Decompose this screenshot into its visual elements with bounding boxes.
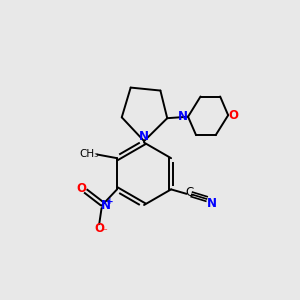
Text: +: +	[106, 197, 114, 206]
Text: C: C	[185, 186, 194, 199]
Text: N: N	[207, 197, 217, 210]
Text: N: N	[178, 110, 188, 123]
Text: O: O	[76, 182, 86, 195]
Text: O: O	[94, 222, 104, 236]
Text: O: O	[229, 109, 238, 122]
Text: CH₃: CH₃	[80, 149, 99, 159]
Text: N: N	[139, 130, 149, 143]
Text: ⁻: ⁻	[101, 227, 107, 238]
Text: N: N	[100, 199, 110, 212]
